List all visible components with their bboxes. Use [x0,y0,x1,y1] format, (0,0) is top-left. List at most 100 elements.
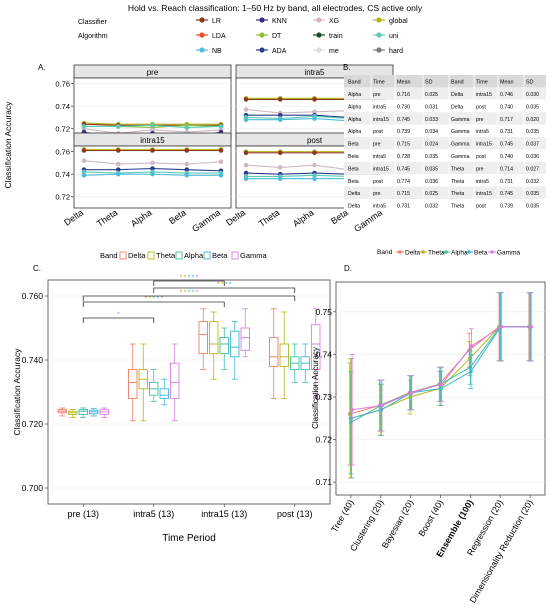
data-point [218,159,224,165]
legend-item-label: Theta [156,251,176,260]
legend-item-label: Delta [405,250,421,257]
legend-key-marker [376,47,382,53]
table-cell: pre [373,142,381,148]
table-cell: 0.035 [425,154,438,160]
table-cell: Delta [451,92,463,98]
table-row [344,174,546,187]
classifier-legend: Classifier Algorithm LR KNN XG global LDA DT tra… [78,17,408,55]
table-cell: 0.034 [425,129,438,135]
data-point [81,173,87,178]
table-cell: Delta [451,104,463,110]
x-tick-label: post (13) [277,509,313,519]
legend-item-label: DT [272,33,282,40]
data-point [277,150,283,156]
legend-key-box [203,251,211,260]
data-point [529,324,534,329]
legend-key-marker [316,32,322,38]
y-tick-label: 0.72 [55,193,70,202]
data-point [150,171,155,177]
table-header-bg [344,75,546,88]
data-point [184,148,190,153]
legend-key-marker [421,250,425,254]
legend-key-box [231,251,239,260]
data-point [81,148,87,153]
legend-title-algorithm: Algorithm [78,33,108,40]
significance-star: * [117,312,120,319]
significance-star: * [221,282,224,289]
table-cell: Delta [348,204,360,210]
significance-star: * [148,296,151,303]
data-point [243,162,249,168]
panel-label-a: A. [38,63,46,72]
table-cell: 0.731 [500,129,513,135]
y-tick-label: 0.76 [55,80,70,89]
table-cell: Gamma [451,117,470,123]
legend-key-marker [199,47,205,53]
table-cell: Gamma [451,142,470,148]
table-row [344,124,546,137]
data-point [312,173,317,178]
table-row [344,87,546,100]
data-point [150,160,155,166]
data-point [243,176,249,181]
panel-label-c: C. [33,264,41,273]
table-header-cell: Band [348,80,361,86]
panel-a-faceted-line-chart: pre 0.72 0.74 0.76 intra5 intra15 0.72 0.74 0.76… [3,64,394,234]
legend-item-label: Beta [212,251,228,260]
table-row [344,199,546,212]
data-point [184,125,190,130]
table-cell: 0.745 [500,191,513,197]
table-cell: 0.035 [526,129,539,135]
table-cell: 0.033 [425,117,438,123]
table-cell: 0.715 [397,142,410,148]
figure-title: Hold vs. Reach classification: 1–50 Hz b… [128,3,423,13]
table-cell: Beta [348,166,359,172]
legend-key-marker [259,32,265,38]
table-cell: pre [476,117,484,123]
table-cell: Theta [451,166,464,172]
x-tick-label: Delta [62,207,85,227]
data-point [277,165,283,170]
table-cell: 0.717 [500,117,513,123]
box-body [279,343,289,367]
y-tick-label: 0.700 [22,483,44,493]
box-body [230,330,240,358]
significance-bracket [153,280,225,286]
legend-title: Band [100,251,118,260]
significance-star: * [184,275,187,282]
table-cell: Alpha [348,104,361,110]
legend-key-marker [259,17,265,23]
facet-panel [73,145,232,209]
table-cell: 0.730 [397,104,410,110]
legend-item-label: Alpha [451,250,468,257]
data-point [277,176,283,181]
legend-key-marker [376,32,382,38]
table-cell: 0.715 [397,191,410,197]
table-cell: intra15 [373,117,389,123]
data-point [312,109,317,115]
table-row [344,112,546,125]
table-row [344,161,546,175]
y-tick-label: 0.760 [22,291,44,301]
table-cell: 0.745 [500,142,513,148]
x-tick-label: Bayesian (20) [380,498,416,550]
data-point [184,167,190,172]
table-cell: 0.740 [500,154,513,160]
legend-key-box [175,251,183,260]
panel-b-summary-table: Band Time Mean SD Band Time Mean SD Alpha pre 0.71… [344,75,546,212]
data-point [277,112,283,118]
table-cell: Beta [348,142,359,148]
table-cell: intra5 [476,179,489,185]
table-cell: 0.740 [500,104,513,110]
significance-star: * [144,296,147,303]
legend-item-label: Theta [428,250,445,257]
data-point [115,148,121,153]
table-header-cell: Band [451,80,464,86]
table-header-cell: Time [373,80,385,86]
facet-title: intra15 [140,136,165,145]
panel-label-b: B. [343,63,351,72]
data-point [150,127,155,133]
table-cell: intra5 [373,104,386,110]
data-point [115,124,121,129]
